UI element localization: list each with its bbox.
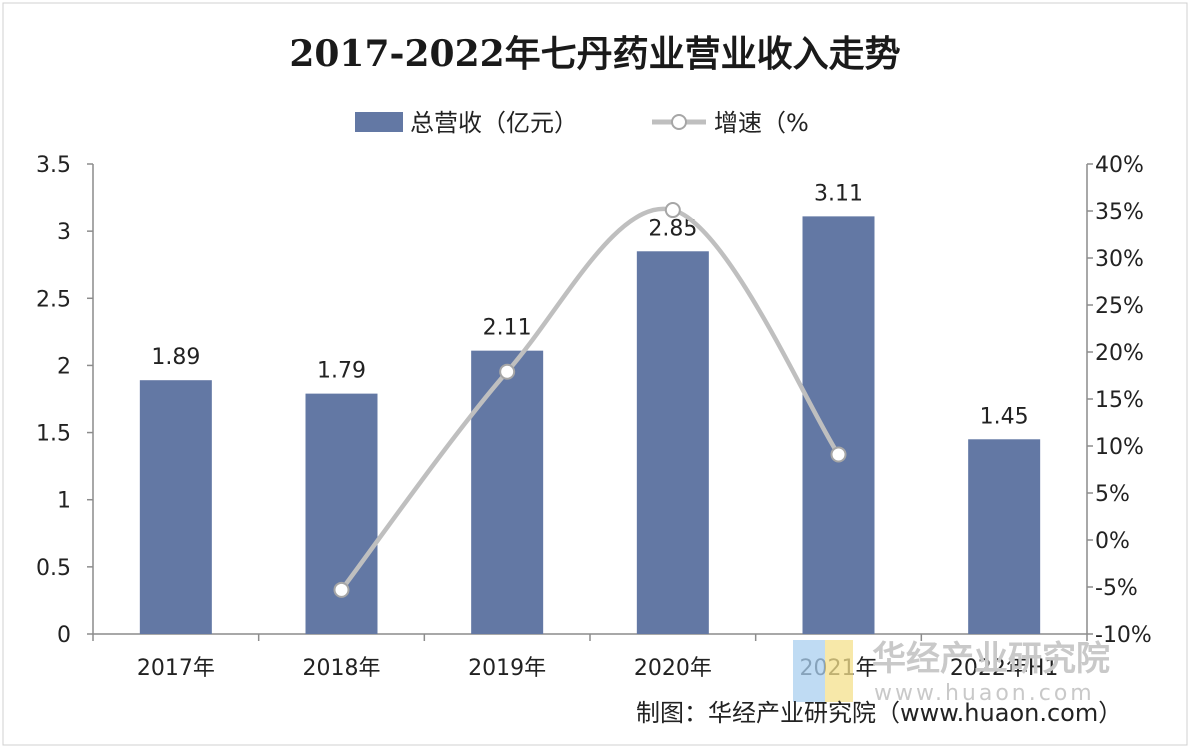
- bar: [636, 251, 709, 635]
- right-tick-label: -5%: [1095, 576, 1138, 601]
- right-tick-label: 25%: [1095, 294, 1144, 319]
- growth-point: [664, 202, 681, 219]
- bar: [968, 439, 1041, 634]
- watermark-logo-left: [793, 640, 825, 702]
- left-tick-label: 3.5: [36, 153, 71, 178]
- watermark-url: www.huaon.com: [874, 681, 1095, 706]
- bar-data-label: 1.79: [317, 359, 366, 384]
- source-note: 制图：华经产业研究院（www.huaon.com）: [636, 699, 1122, 727]
- right-axis-ticks: -10% -5% 0% 5% 10% 15% 20% 25% 30% 35% 40%: [1087, 153, 1152, 648]
- right-tick-label: 30%: [1095, 247, 1144, 272]
- left-tick-label: 1: [57, 489, 71, 514]
- category-label: 2022年H1: [950, 656, 1059, 681]
- growth-line-series: [333, 202, 847, 598]
- left-tick-label: 0.5: [36, 556, 71, 581]
- category-label: 2020年: [634, 656, 712, 681]
- left-tick-label: 1.5: [36, 422, 71, 447]
- right-tick-label: 15%: [1095, 388, 1144, 413]
- right-tick-label: -10%: [1095, 623, 1152, 648]
- bar-series: [139, 216, 1041, 635]
- right-tick-label: 40%: [1095, 153, 1144, 178]
- bar-data-labels: 1.891.792.112.853.111.45: [151, 181, 1028, 429]
- category-label: 2017年: [137, 656, 215, 681]
- bar: [471, 350, 544, 634]
- bar-data-label: 1.89: [151, 345, 200, 370]
- right-tick-label: 20%: [1095, 341, 1144, 366]
- watermark-name: 华经产业研究院: [872, 639, 1110, 679]
- watermark-logo-right: [825, 640, 853, 702]
- x-axis-ticks: [92, 634, 1088, 641]
- legend-marker-growth: [671, 114, 687, 130]
- growth-point: [830, 446, 847, 463]
- category-label: 2019年: [468, 656, 546, 681]
- category-label: 2018年: [303, 656, 381, 681]
- right-tick-label: 35%: [1095, 200, 1144, 225]
- left-tick-label: 3: [57, 220, 71, 245]
- bar: [139, 380, 212, 634]
- growth-point: [499, 363, 516, 380]
- bar-data-label: 3.11: [814, 181, 863, 206]
- category-labels: 2017年2018年2019年2020年2021年2022年H1: [137, 656, 1059, 681]
- left-tick-label: 0: [57, 623, 71, 648]
- left-tick-label: 2: [57, 354, 71, 379]
- chart-title: 2017-2022年七丹药业营业收入走势: [289, 33, 900, 75]
- watermark: 华经产业研究院 www.huaon.com: [793, 639, 1110, 706]
- left-axis-ticks: 0 0.5 1 1.5 2 2.5 3 3.5: [36, 153, 93, 648]
- bar: [802, 216, 875, 634]
- legend-label-revenue: 总营收（亿元）: [410, 109, 578, 137]
- bar: [305, 393, 378, 634]
- bar-data-label: 1.45: [980, 404, 1029, 429]
- right-tick-label: 5%: [1095, 482, 1130, 507]
- right-tick-label: 10%: [1095, 435, 1144, 460]
- right-tick-label: 0%: [1095, 529, 1130, 554]
- legend-label-growth: 增速（%: [714, 109, 809, 137]
- legend-swatch-revenue: [355, 112, 403, 132]
- bar-data-label: 2.11: [483, 316, 532, 341]
- growth-point: [333, 581, 350, 598]
- left-tick-label: 2.5: [36, 287, 71, 312]
- growth-line-path: [339, 206, 841, 593]
